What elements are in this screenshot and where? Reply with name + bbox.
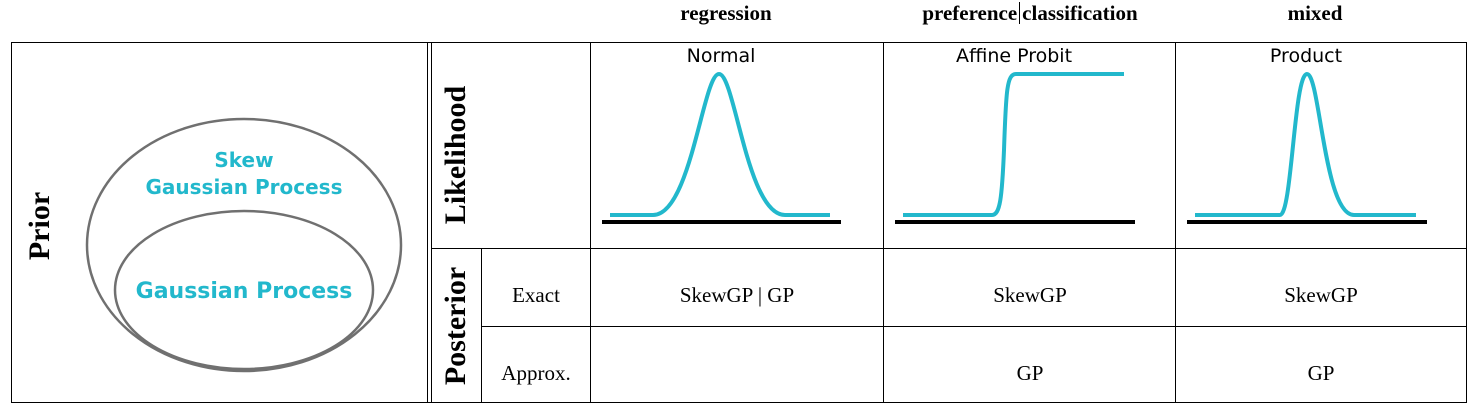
prior-label: Prior xyxy=(23,191,56,261)
column-divider-2 xyxy=(883,42,884,403)
likelihood-plot-product xyxy=(1187,71,1427,224)
gp-ellipse xyxy=(113,209,375,371)
table-left-border xyxy=(11,42,12,403)
likelihood-name-affine-probit: Affine Probit xyxy=(955,45,1073,67)
row-label-approx: Approx. xyxy=(501,361,571,385)
affine-probit-curve xyxy=(903,72,1124,217)
exact-regression-skewgp: SkewGP xyxy=(679,283,753,307)
column-header-divider xyxy=(1019,2,1021,24)
prior-venn-diagram: Skew Gaussian Process Gaussian Process xyxy=(85,117,403,373)
likelihood-label: Likelihood xyxy=(439,85,472,225)
column-header-regression: regression xyxy=(680,1,772,25)
skew-gp-label-line1: Skew xyxy=(214,148,273,172)
posterior-label-divider xyxy=(481,248,482,403)
likelihood-name-normal: Normal xyxy=(686,45,756,67)
likelihood-name-product: Product xyxy=(1269,45,1343,67)
exact-regression-cell: SkewGP | GP xyxy=(591,283,883,308)
exact-mixed-cell: SkewGP xyxy=(1284,283,1358,307)
normal-curve xyxy=(610,71,830,217)
skew-gp-label-line2: Gaussian Process xyxy=(145,175,342,199)
column-header-preference-classification: preference classification xyxy=(884,0,1176,26)
column-divider-1 xyxy=(590,42,591,403)
prior-separator-a xyxy=(427,42,428,403)
likelihood-plot-normal xyxy=(602,71,841,224)
approx-mixed-cell: GP xyxy=(1307,361,1335,385)
exact-regression-gp: GP xyxy=(767,283,795,307)
exact-regression-separator: | xyxy=(757,283,763,307)
posterior-label: Posterior xyxy=(439,266,472,386)
column-header-mixed: mixed xyxy=(1287,1,1343,25)
approx-classification-cell: GP xyxy=(1016,361,1044,385)
product-curve xyxy=(1195,71,1416,217)
column-divider-3 xyxy=(1175,42,1176,403)
row-label-exact: Exact xyxy=(512,283,560,307)
table-right-border xyxy=(1466,42,1467,403)
prior-separator-b xyxy=(431,42,432,403)
table-top-border xyxy=(11,42,1467,43)
likelihood-plot-affine-probit xyxy=(895,72,1135,224)
gp-label: Gaussian Process xyxy=(136,279,353,304)
skew-gp-ellipse xyxy=(85,117,403,373)
column-header-preference: preference xyxy=(922,1,1018,25)
exact-classification-cell: SkewGP xyxy=(993,283,1067,307)
likelihood-posterior-divider xyxy=(431,248,1467,249)
exact-approx-divider xyxy=(481,326,1467,327)
column-header-classification: classification xyxy=(1022,1,1138,25)
table-bottom-border xyxy=(11,402,1467,403)
